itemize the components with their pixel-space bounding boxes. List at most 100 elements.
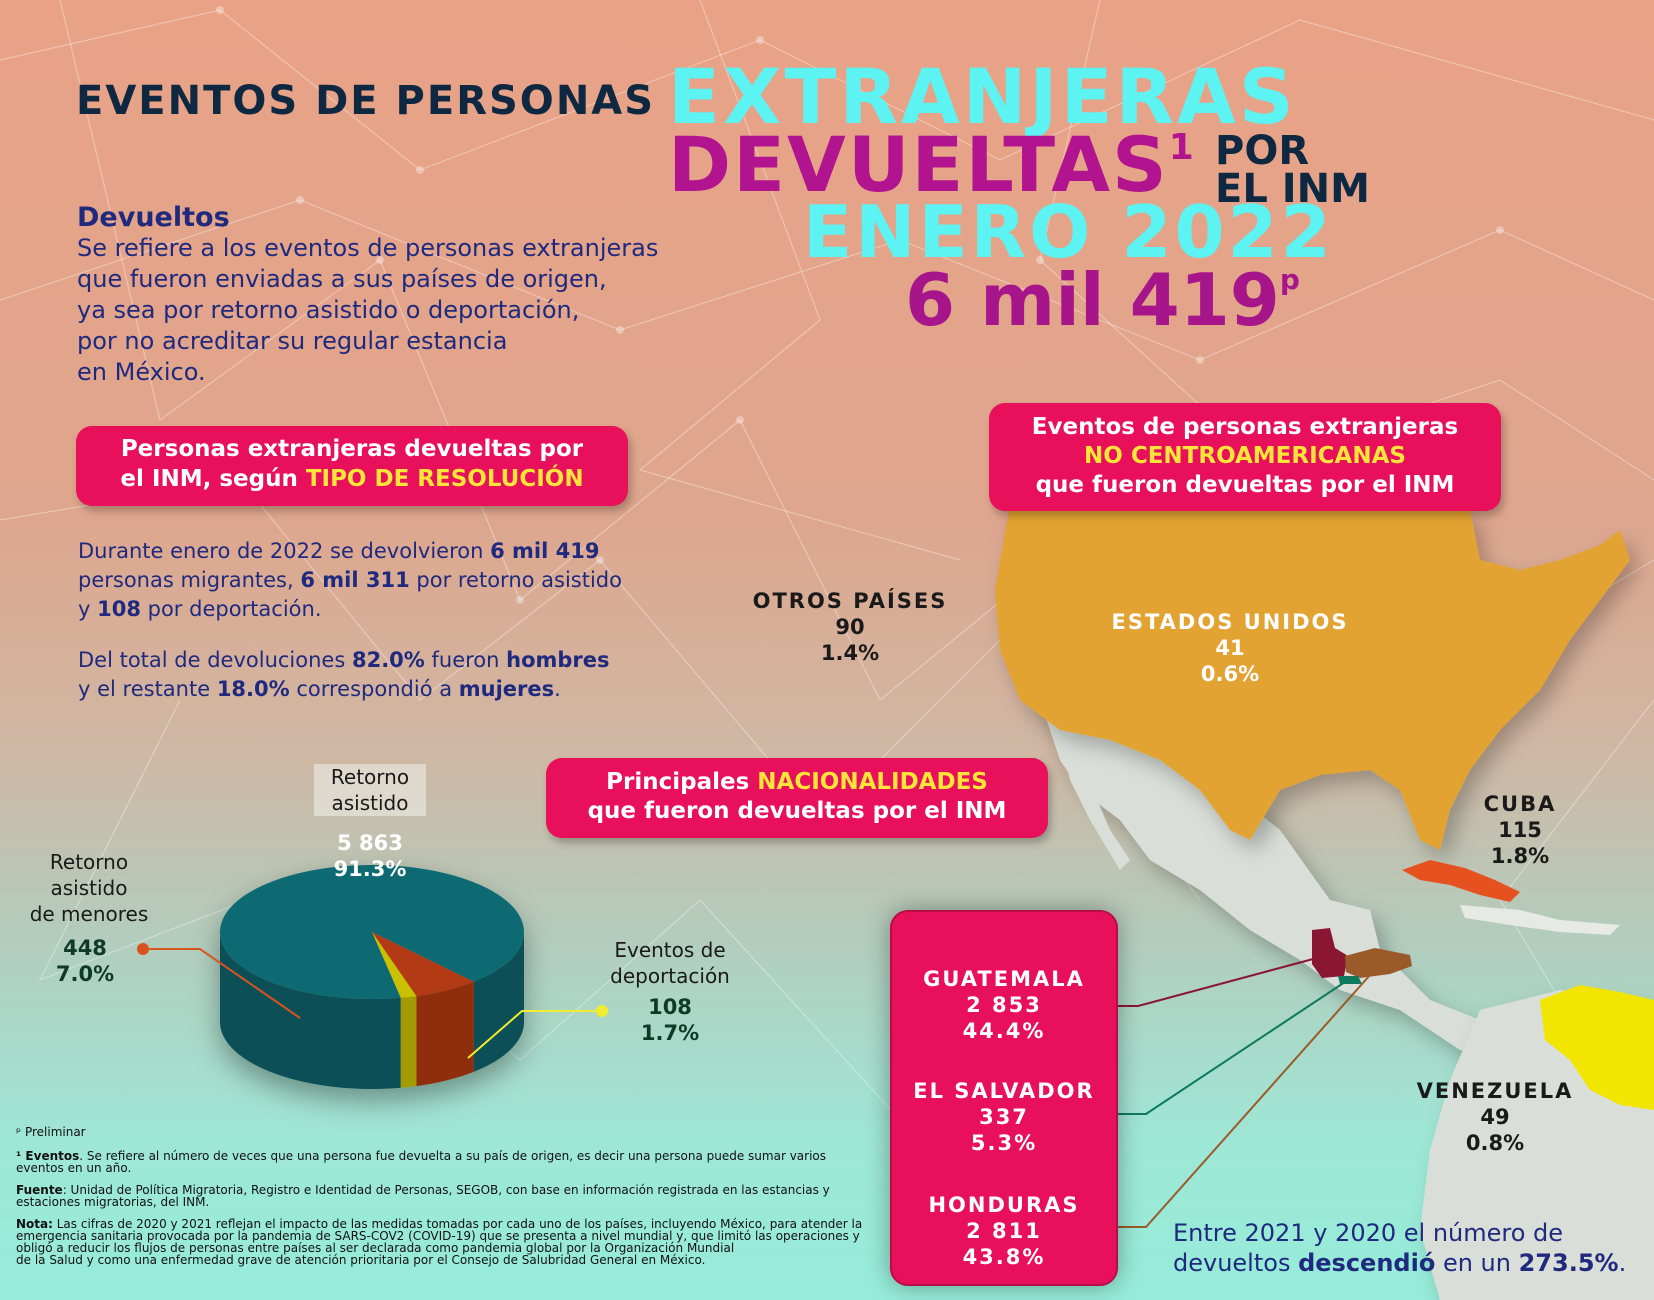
footnotes: ᵖ Preliminar ¹ Eventos. Se refiere al nú… [16, 1126, 886, 1266]
title-line-3: DEVUELTAS [668, 120, 1169, 209]
elsalvador-pct: 5.3% [970, 1131, 1038, 1155]
nonca-banner-highlight: NO CENTROAMERICANAS [1084, 443, 1406, 469]
deport-pct: 1.7% [640, 1021, 700, 1045]
menores-label-line-3: de menores [29, 902, 149, 926]
summary-bold: 6 mil 419 [490, 539, 600, 563]
guatemala-shape [1312, 928, 1348, 978]
otros-paises-pct: 1.4% [820, 641, 880, 665]
summary-bold: 18.0% [216, 677, 290, 701]
honduras-shape [1345, 948, 1412, 978]
cuba-shape [1402, 860, 1520, 902]
pie-slice-deportacion [372, 932, 417, 998]
trend-text-part: en un [1435, 1249, 1519, 1277]
title-line-1: EVENTOS DE PERSONAS [76, 78, 656, 124]
retorno-values: 5 863 91.3% [310, 830, 430, 882]
resolution-type-banner: Personas extranjeras devueltas por el IN… [76, 426, 628, 506]
summary-bold: 6 mil 311 [300, 568, 410, 592]
footnote-text: emergencia sanitaria provocada por la pa… [16, 1229, 860, 1243]
menores-values: 448 7.0% [50, 935, 120, 987]
footnote-text: de la Salud y como una enfermedad grave … [16, 1253, 706, 1267]
summary-bold: 108 [97, 597, 141, 621]
deport-label-line-1: Eventos de [614, 938, 726, 962]
venezuela-shape [1540, 985, 1654, 1110]
footnote-label: Nota: [16, 1217, 53, 1231]
footnote-text: estaciones migratorias, del INM. [16, 1195, 210, 1209]
footnote-text: : Unidad de Política Migratoria, Registr… [62, 1183, 830, 1197]
footnote-label: ¹ Eventos [16, 1149, 80, 1163]
guatemala-pct: 44.4% [962, 1019, 1046, 1043]
summary-text: personas migrantes, [78, 568, 301, 592]
resolution-banner-highlight: TIPO DE RESOLUCIÓN [305, 466, 584, 492]
menores-connector-dot [137, 943, 149, 955]
title-total: 6 mil 419 [905, 258, 1280, 342]
pie-slice-menores-side [416, 981, 474, 1087]
title-por: POR [1215, 128, 1310, 174]
trend-text-part: . [1618, 1249, 1627, 1277]
cuba-name: CUBA [1483, 792, 1557, 816]
cuba-pct: 1.8% [1490, 844, 1550, 868]
summary-text: y el restante [78, 677, 217, 701]
title-date: ENERO 2022 [803, 190, 1334, 274]
venezuela-pct: 0.8% [1465, 1131, 1525, 1155]
title-el-inm: EL INM [1215, 166, 1370, 212]
guatemala-name: GUATEMALA [923, 967, 1085, 991]
deport-values: 108 1.7% [630, 994, 710, 1046]
retorno-label-line-1: Retorno [330, 765, 410, 789]
title-total-row: 6 mil 419p [905, 258, 1300, 342]
venezuela-name: VENEZUELA [1416, 1079, 1574, 1103]
definition-line: que fueron enviadas a sus países de orig… [77, 265, 607, 293]
honduras-pct: 43.8% [962, 1245, 1046, 1269]
caribbean-islands-shape [1460, 905, 1620, 935]
retorno-pct: 91.3% [333, 857, 407, 881]
deport-label-line-2: deportación [610, 964, 730, 988]
deport-connector-dot [596, 1005, 608, 1017]
summary-text: Del total de devoluciones [78, 648, 352, 672]
title-line-3-row: DEVUELTAS1 [668, 120, 1194, 209]
usa-pct: 0.6% [1200, 662, 1260, 686]
guatemala-entry: GUATEMALA 2 853 44.4% [892, 966, 1116, 1044]
definition-line: ya sea por retorno asistido o deportació… [77, 296, 580, 324]
summary-line: personas migrantes, 6 mil 311 por retorn… [78, 566, 698, 595]
summary-paragraph: Durante enero de 2022 se devolvieron 6 m… [78, 537, 698, 704]
resolution-banner-line-1: Personas extranjeras devueltas por [120, 436, 584, 462]
usa-name: ESTADOS UNIDOS [1111, 610, 1349, 634]
pie-slice-menores [372, 932, 474, 997]
usa-label: ESTADOS UNIDOS 41 0.6% [1080, 609, 1380, 687]
trend-bold: 273.5% [1518, 1249, 1619, 1277]
menores-label: Retorno asistido de menores [14, 849, 164, 927]
menores-label-line-2: asistido [50, 876, 128, 900]
trend-text-part: devueltos [1173, 1249, 1299, 1277]
definition-heading: Devueltos [77, 202, 230, 233]
non-central-american-banner: Eventos de personas extranjeras NO CENTR… [989, 403, 1501, 511]
cuba-value: 115 [1498, 818, 1542, 842]
menores-connector-line [143, 948, 301, 1019]
footnote-preliminar: ᵖ Preliminar [16, 1125, 86, 1139]
nonca-banner-line-1: Eventos de personas extranjeras [1031, 414, 1459, 440]
otros-paises-value: 90 [835, 615, 865, 639]
retorno-label-line-2: asistido [331, 791, 409, 815]
nationalities-banner: Principales NACIONALIDADES que fueron de… [546, 758, 1048, 838]
trend-line-2: devueltos descendió en un 273.5%. [1173, 1248, 1643, 1278]
cuba-label: CUBA 115 1.8% [1460, 791, 1580, 869]
footnote-text: eventos en un año. [16, 1161, 132, 1175]
menores-value: 448 [63, 936, 107, 960]
honduras-name: HONDURAS [928, 1193, 1080, 1217]
title-line-2: EXTRANJERAS [668, 52, 1297, 141]
nationalities-banner-line-2: que fueron devueltas por el INM [587, 798, 1007, 824]
elsalvador-name: EL SALVADOR [913, 1079, 1095, 1103]
venezuela-label: VENEZUELA 49 0.8% [1410, 1078, 1580, 1156]
usa-shape [995, 505, 1630, 850]
baja-california-shape [1060, 740, 1130, 870]
central-america-box: GUATEMALA 2 853 44.4% EL SALVADOR 337 5.… [890, 910, 1118, 1286]
guatemala-value: 2 853 [966, 993, 1042, 1017]
trend-bold: descendió [1298, 1249, 1436, 1277]
pie-slice-retorno-side [473, 932, 524, 1072]
otros-paises-name: OTROS PAÍSES [752, 589, 948, 613]
elsalvador-value: 337 [979, 1105, 1029, 1129]
deport-value: 108 [648, 995, 692, 1019]
title-total-sup: p [1279, 263, 1300, 296]
elsalvador-entry: EL SALVADOR 337 5.3% [892, 1078, 1116, 1156]
honduras-entry: HONDURAS 2 811 43.8% [892, 1192, 1116, 1270]
